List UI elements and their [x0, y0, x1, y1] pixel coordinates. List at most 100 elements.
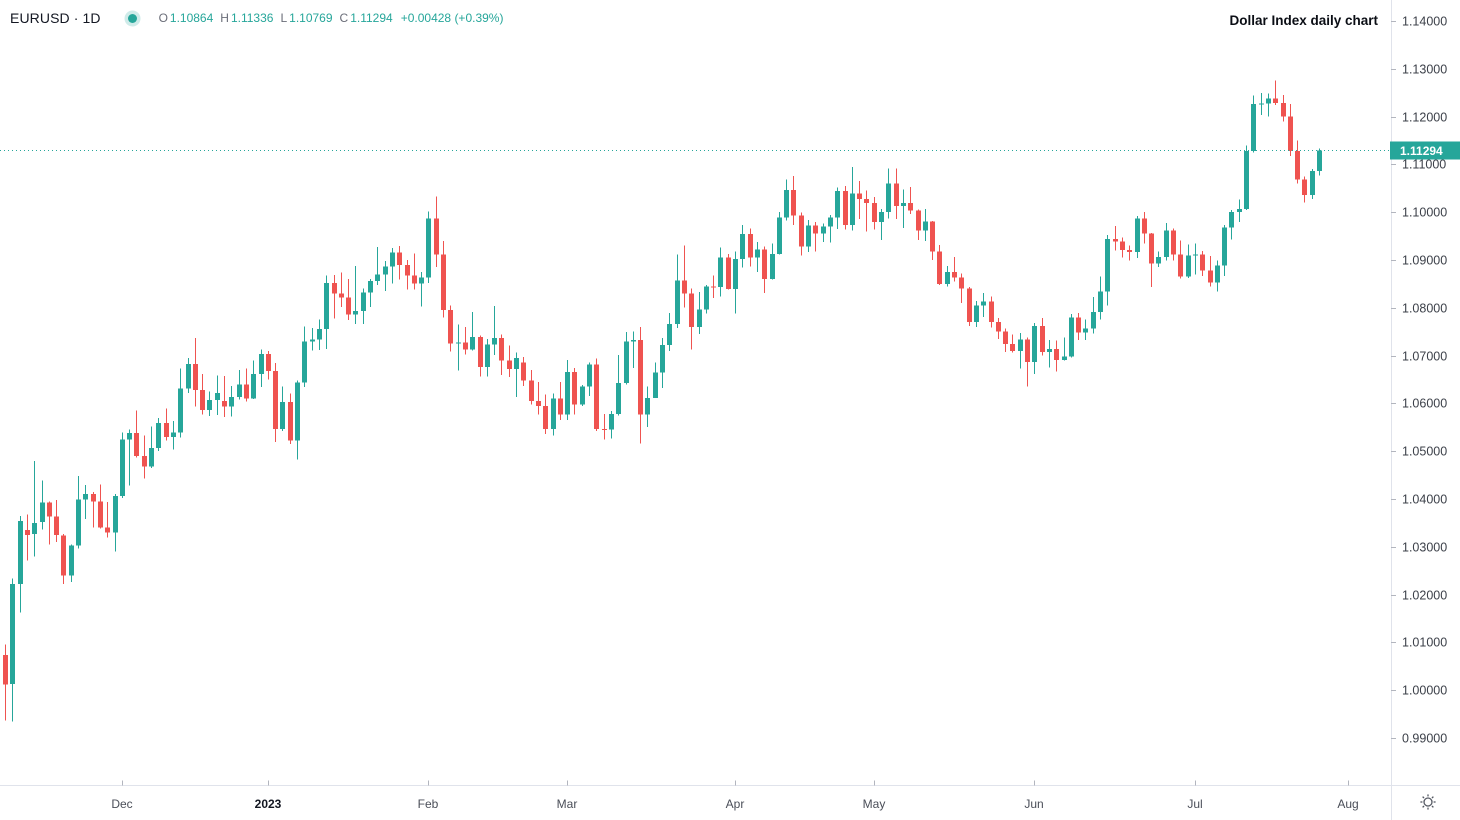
- time-axis-label[interactable]: Aug: [1337, 797, 1358, 811]
- candle: [930, 220, 935, 260]
- time-axis-label[interactable]: Feb: [418, 797, 439, 811]
- candle-body: [697, 309, 702, 327]
- candle-body: [288, 401, 293, 441]
- candle-body: [310, 339, 315, 342]
- candle: [339, 272, 344, 307]
- candle-body: [587, 364, 592, 387]
- candle-body: [843, 191, 848, 226]
- candle-body: [448, 310, 453, 344]
- candle-body: [383, 266, 388, 275]
- candle-body: [1193, 254, 1198, 256]
- candle-body: [412, 275, 417, 284]
- candle: [32, 460, 37, 557]
- ohlc-value: 1.10864: [169, 11, 214, 25]
- candle-body: [507, 360, 512, 369]
- candle: [821, 223, 826, 242]
- candle: [1047, 339, 1052, 368]
- price-axis[interactable]: 1.14000 1.13000 1.12000 1.11000 1.10000 1.090…: [1391, 15, 1447, 746]
- gear-ray: [1422, 796, 1425, 799]
- candle-body: [1003, 331, 1008, 345]
- candle: [346, 279, 351, 320]
- candle: [521, 357, 526, 387]
- candle-body: [18, 520, 23, 585]
- time-axis-label[interactable]: Dec: [111, 797, 132, 811]
- candle: [463, 326, 468, 355]
- candle: [61, 533, 66, 585]
- settings-gear-icon[interactable]: [1420, 794, 1436, 810]
- candle: [426, 211, 431, 283]
- candle: [748, 228, 753, 267]
- candle: [448, 305, 453, 352]
- candle-body: [784, 190, 789, 218]
- price-axis-label: 1.01000: [1402, 636, 1447, 650]
- candle: [959, 273, 964, 304]
- price-axis-label: 0.99000: [1402, 732, 1447, 746]
- candle-body: [1237, 208, 1242, 213]
- symbol-legend[interactable]: EURUSD · 1D O 1.10864 H 1.11336 L 1.10769 C 1.1…: [10, 9, 503, 27]
- candle-body: [908, 203, 913, 211]
- candle: [200, 374, 205, 415]
- symbol-title[interactable]: EURUSD · 1D: [10, 10, 101, 26]
- candle-body: [259, 354, 264, 375]
- candle-body: [740, 234, 745, 260]
- candle-body: [1069, 317, 1074, 357]
- candle: [1208, 256, 1213, 287]
- candle-body: [1251, 104, 1256, 152]
- price-axis-label: 1.11000: [1402, 158, 1446, 172]
- candle: [850, 166, 855, 231]
- candle: [908, 186, 913, 215]
- time-axis-label[interactable]: Apr: [726, 797, 745, 811]
- candle: [770, 243, 775, 280]
- candle: [996, 317, 1001, 339]
- candle: [667, 313, 672, 351]
- candle: [368, 279, 373, 307]
- candle: [288, 393, 293, 445]
- candle: [1295, 140, 1300, 184]
- time-axis[interactable]: Dec 2023 Feb Mar Apr May Jun Jul Aug: [111, 780, 1359, 812]
- candle-body: [1259, 103, 1264, 105]
- candle-body: [1076, 317, 1081, 333]
- candle: [1040, 317, 1045, 356]
- price-axis-label: 1.12000: [1402, 111, 1447, 125]
- ohlc-value: 1.10769: [289, 11, 333, 25]
- candle-body: [1273, 98, 1278, 104]
- candle: [1310, 169, 1315, 199]
- candle: [280, 386, 285, 432]
- candle-body: [813, 225, 818, 234]
- time-axis-label[interactable]: Jul: [1187, 797, 1202, 811]
- candle: [828, 215, 833, 243]
- candle-body: [1215, 265, 1220, 283]
- candle: [587, 362, 592, 397]
- candle: [390, 248, 395, 284]
- time-axis-label[interactable]: Jun: [1024, 797, 1043, 811]
- price-axis-label: 1.03000: [1402, 541, 1447, 555]
- price-axis-label: 1.00000: [1402, 684, 1447, 698]
- time-axis-label[interactable]: May: [863, 797, 886, 811]
- candle-body: [894, 183, 899, 206]
- candle-body: [1135, 218, 1140, 252]
- candle: [1076, 313, 1081, 340]
- candle-body: [850, 193, 855, 226]
- candle-body: [1266, 98, 1271, 104]
- candle-body: [1244, 151, 1249, 209]
- candle-body: [127, 433, 132, 440]
- candle-body: [762, 249, 767, 280]
- candle-body: [1164, 230, 1169, 258]
- time-axis-label[interactable]: 2023: [255, 797, 282, 811]
- candle-body: [1047, 348, 1052, 352]
- candle-body: [368, 281, 373, 293]
- candle-body: [989, 301, 994, 323]
- time-axis-label[interactable]: Mar: [557, 797, 578, 811]
- candle: [25, 514, 30, 561]
- candle: [682, 245, 687, 308]
- candle: [777, 212, 782, 255]
- candle-body: [273, 370, 278, 430]
- candle-body: [923, 221, 928, 231]
- candle-body: [1054, 348, 1059, 360]
- candle: [1127, 245, 1132, 261]
- candle: [83, 485, 88, 520]
- candle: [1237, 199, 1242, 222]
- candle-body: [346, 297, 351, 315]
